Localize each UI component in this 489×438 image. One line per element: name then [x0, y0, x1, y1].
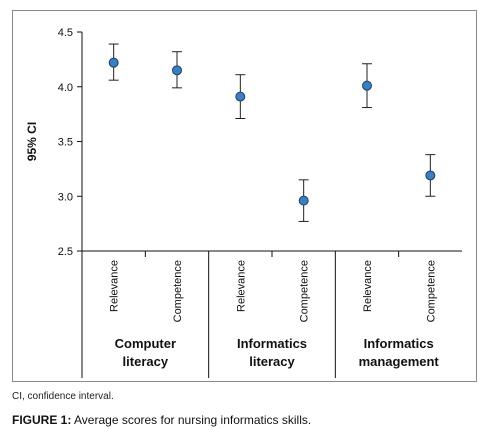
mean-point: [172, 65, 182, 76]
mean-point: [108, 57, 119, 68]
category-label: Competence: [425, 260, 437, 322]
category-label: Relevance: [362, 260, 374, 312]
mean-point: [425, 170, 436, 181]
figure-caption-text: Average scores for nursing informatics s…: [71, 413, 312, 427]
category-label: Competence: [172, 260, 184, 322]
figure-caption: FIGURE 1: Average scores for nursing inf…: [12, 413, 311, 427]
mean-point: [362, 80, 372, 91]
group-label: literacy: [123, 354, 169, 369]
category-label: Relevance: [235, 260, 247, 312]
chart-footnote: CI, confidence interval.: [12, 391, 114, 402]
category-label: Relevance: [109, 260, 121, 312]
y-tick-label: 3.5: [58, 137, 73, 149]
group-label: literacy: [249, 354, 295, 369]
mean-point: [235, 91, 246, 102]
y-tick-label: 2.5: [58, 246, 73, 258]
group-label: Informatics: [364, 336, 434, 351]
group-label: management: [359, 354, 440, 369]
error-bar-chart: 2.5 3.0 3.5 4.0 4.5 95% CI Relevance Competence…: [25, 27, 462, 378]
chart-frame: [12, 10, 477, 382]
y-tick-label: 4.5: [58, 27, 73, 39]
y-tick-label: 3.0: [58, 191, 73, 203]
group-label: Computer: [115, 336, 176, 351]
category-label: Competence: [299, 260, 311, 322]
mean-point: [298, 195, 309, 206]
y-axis-title: 95% CI: [25, 122, 39, 161]
y-tick-label: 4.0: [58, 82, 73, 94]
figure-caption-label: FIGURE 1:: [12, 413, 72, 427]
group-label: Informatics: [237, 336, 307, 351]
